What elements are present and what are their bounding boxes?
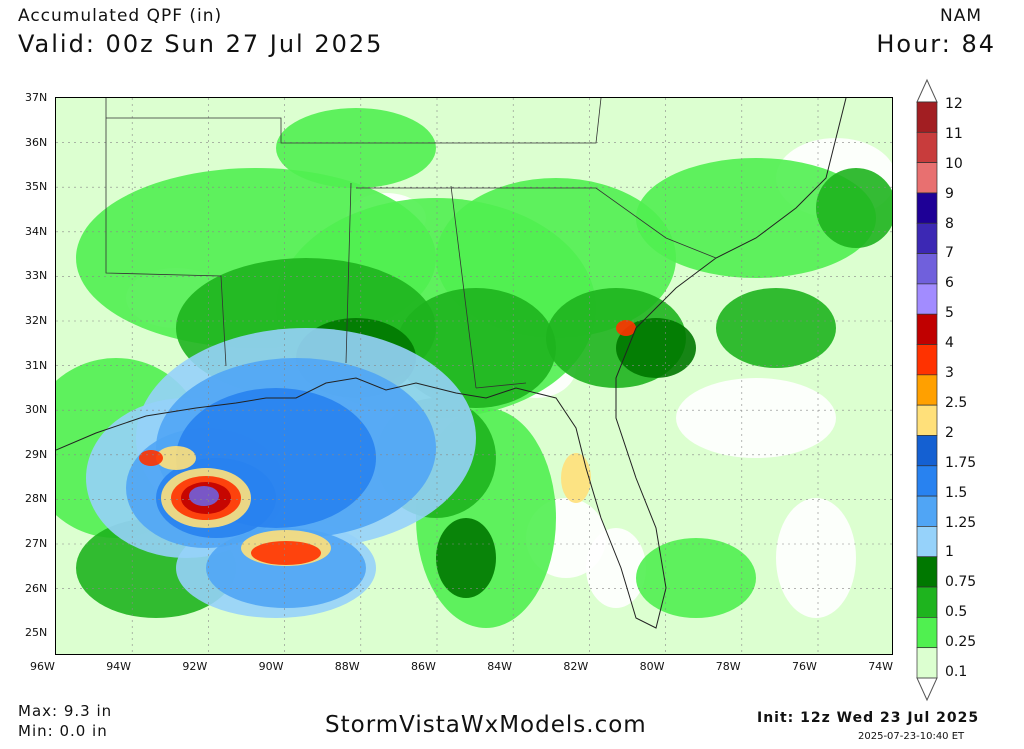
lon-label: 88W [334,660,360,673]
precip-area [251,541,321,565]
colorbar-bottom-arrow-icon [916,677,938,702]
precip-area [586,528,646,608]
colorbar-label: 2.5 [945,394,968,411]
colorbar-label: 6 [945,275,954,292]
colorbar-label: 1.25 [945,514,977,531]
precip-area [139,450,163,466]
colorbar-swatch [916,313,938,345]
colorbar-label: 0.25 [945,634,977,651]
lon-label: 76W [792,660,817,673]
precip-area [436,518,496,598]
lat-label: 35N [25,180,48,194]
coastline [55,97,847,629]
colorbar-label: 9 [945,185,954,202]
colorbar-label: 12 [945,96,963,112]
lat-label: 31N [25,358,48,372]
lon-label: 94W [106,660,132,673]
precip-area [276,108,436,188]
colorbar-swatch [916,192,938,224]
colorbar-swatch [916,435,938,467]
colorbar-swatch [916,131,938,163]
colorbar-swatch [916,162,938,194]
precip-area [561,453,591,503]
colorbar-label: 2 [945,424,954,441]
lon-label: 90W [258,660,284,673]
lat-label: 27N [25,537,48,550]
generated-time: 2025-07-23-10:40 ET [858,731,965,742]
precip-area [776,498,856,618]
precip-area [156,446,196,470]
colorbar-top-arrow-icon [916,78,938,103]
colorbar-label: 1 [945,544,954,561]
colorbar-swatch [916,465,938,497]
lat-label: 34N [25,224,48,238]
precip-map-canvas [26,97,896,654]
colorbar-label: 3 [945,365,954,382]
colorbar-swatch [916,404,938,436]
colorbar-label: 5 [945,305,954,322]
precip-area [716,288,836,368]
lat-label: 37N [25,91,48,104]
lat-label: 29N [25,447,48,461]
state-borders [106,97,602,144]
lat-label: 25N [25,626,48,640]
lat-label: 36N [25,135,48,149]
colorbar-label: 0.75 [945,574,977,591]
colorbar-label: 1.5 [945,484,968,501]
lon-label: 82W [563,660,589,673]
model-name: NAM [939,6,982,26]
colorbar-swatch [916,556,938,588]
colorbar-swatch [916,283,938,315]
lon-label: 86W [411,660,436,673]
colorbar-swatch [916,526,938,558]
lon-label: 74W [868,660,894,673]
precip-area [616,318,696,378]
colorbar-swatch [916,222,938,254]
precip-area [616,320,636,336]
colorbar-label: 7 [945,245,954,262]
colorbar-label: 10 [945,155,963,172]
precip-map [26,97,896,655]
lon-label: 80W [639,660,665,673]
site-watermark: StormVistaWxModels.com [325,712,647,738]
colorbar-swatch [916,253,938,285]
colorbar-swatch [916,647,938,679]
forecast-hour: Hour: 84 [876,30,996,58]
precip-area [636,538,756,618]
colorbar-swatch [916,617,938,649]
lat-label: 30N [25,403,48,417]
lon-label: 92W [182,660,208,673]
lon-label: 78W [715,660,741,673]
colorbar-swatch [916,344,938,376]
lat-label: 32N [25,314,48,327]
lon-label: 96W [30,660,55,673]
lat-label: 26N [25,581,48,595]
product-title: Accumulated QPF (in) [18,6,223,26]
colorbar-label: 0.5 [945,604,968,621]
colorbar-swatch [916,101,938,133]
colorbar-label: 11 [945,125,963,142]
init-time: Init: 12z Wed 23 Jul 2025 [757,710,980,726]
colorbar-swatch [916,586,938,618]
state-borders [105,98,717,389]
lat-label: 28N [25,492,48,506]
lat-label: 33N [25,269,48,283]
lon-label: 84W [487,660,513,673]
precip-area [816,168,896,248]
colorbar-label: 0.1 [945,664,968,680]
colorbar-label: 4 [945,335,954,352]
max-value: Max: 9.3 in [18,702,113,720]
colorbar-label: 1.75 [945,454,977,471]
valid-time: Valid: 00z Sun 27 Jul 2025 [18,30,384,58]
min-value: Min: 0.0 in [18,722,108,740]
precip-area [676,378,836,458]
colorbar-swatch [916,495,938,527]
precip-area [189,486,219,506]
colorbar-label: 8 [945,215,954,232]
colorbar-swatch [916,374,938,406]
colorbar [916,78,938,702]
